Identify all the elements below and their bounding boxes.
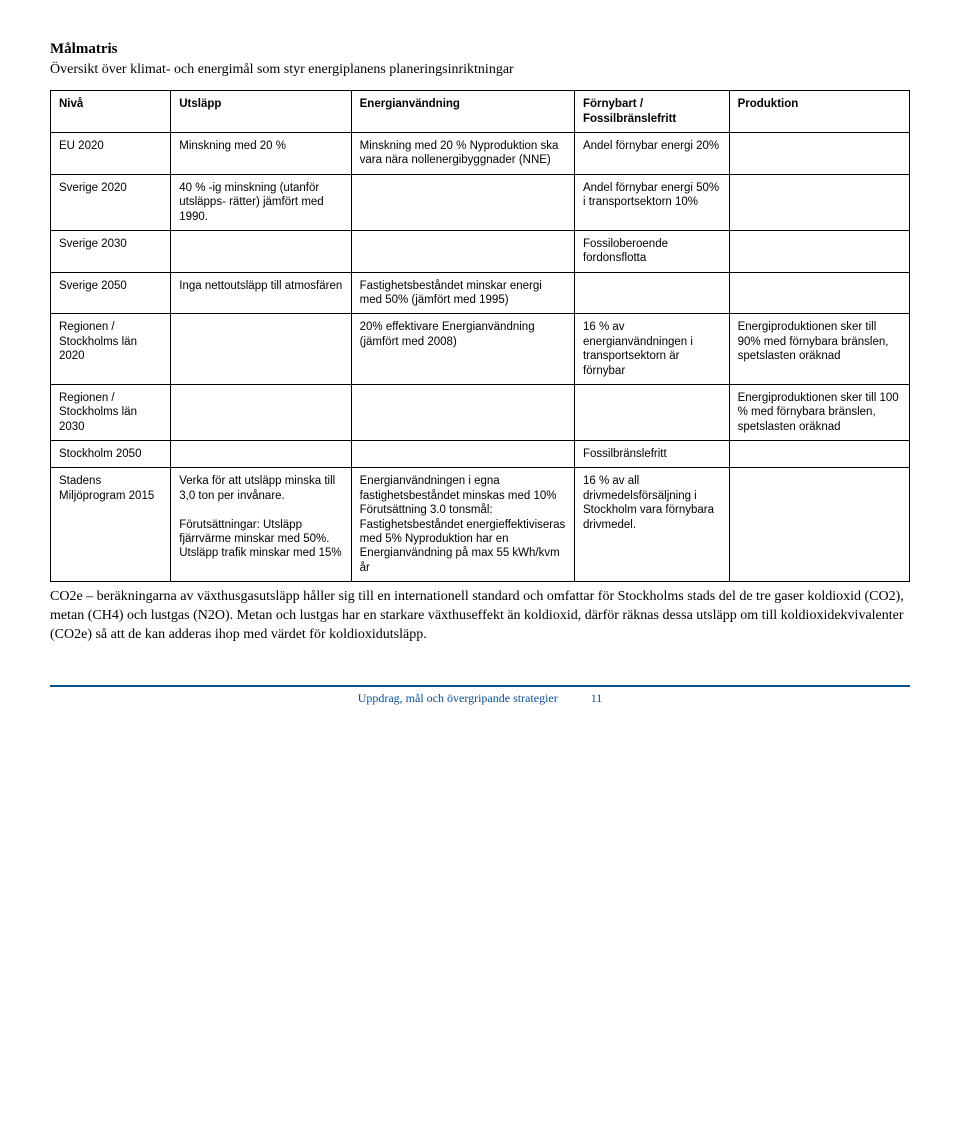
cell [574,384,729,440]
cell: Fastighetsbeståndet minskar energi med 5… [351,272,574,314]
cell [351,174,574,230]
table-row: Stockholm 2050 Fossilbränslefritt [51,441,910,468]
cell: Inga nettoutsläpp till atmosfären [171,272,351,314]
cell [729,174,909,230]
cell [574,272,729,314]
cell: Regionen / Stockholms län 2020 [51,314,171,385]
footer-section-label: Uppdrag, mål och övergripande strategier [358,691,558,705]
cell: 40 % -ig minskning (utanför utsläpps- rä… [171,174,351,230]
cell [351,384,574,440]
cell: Energiproduktionen sker till 100 % med f… [729,384,909,440]
footer-divider [50,685,910,687]
table-row: EU 2020 Minskning med 20 % Minskning med… [51,133,910,175]
cell [171,384,351,440]
cell: 20% effektivare Energianvändning (jämför… [351,314,574,385]
cell [729,272,909,314]
cell: Fossilbränslefritt [574,441,729,468]
table-row: Sverige 2020 40 % -ig minskning (utanför… [51,174,910,230]
cell [729,133,909,175]
cell: 16 % av energianvändningen i transportse… [574,314,729,385]
cell [171,230,351,272]
cell [351,230,574,272]
body-paragraph: CO2e – beräkningarna av växthusgasutsläp… [50,588,910,645]
cell: Energiproduktionen sker till 90% med för… [729,314,909,385]
cell: Sverige 2020 [51,174,171,230]
page-title: Målmatris [50,40,910,59]
cell: EU 2020 [51,133,171,175]
col-energianvandning: Energianvändning [351,91,574,133]
cell: 16 % av all drivmedelsförsäljning i Stoc… [574,468,729,582]
col-fornybart: Förnybart / Fossilbränslefritt [574,91,729,133]
cell [351,441,574,468]
cell: Stockholm 2050 [51,441,171,468]
cell: Minskning med 20 % [171,133,351,175]
cell: Verka för att utsläpp minska till 3,0 to… [171,468,351,582]
cell: Minskning med 20 % Nyproduktion ska vara… [351,133,574,175]
cell [171,441,351,468]
goal-matrix-table: Nivå Utsläpp Energianvändning Förnybart … [50,90,910,582]
table-header-row: Nivå Utsläpp Energianvändning Förnybart … [51,91,910,133]
cell: Energianvändningen i egna fastighetsbest… [351,468,574,582]
table-row: Regionen / Stockholms län 2020 20% effek… [51,314,910,385]
table-row: Sverige 2030 Fossiloberoende fordonsflot… [51,230,910,272]
col-produktion: Produktion [729,91,909,133]
cell: Regionen / Stockholms län 2030 [51,384,171,440]
cell [729,441,909,468]
table-row: Stadens Miljöprogram 2015 Verka för att … [51,468,910,582]
footer-page-number: 11 [591,691,603,705]
cell [171,314,351,385]
cell [729,468,909,582]
cell: Sverige 2050 [51,272,171,314]
cell: Andel förnybar energi 50% i transportsek… [574,174,729,230]
col-utslapp: Utsläpp [171,91,351,133]
cell: Sverige 2030 [51,230,171,272]
page-footer: Uppdrag, mål och övergripande strategier… [50,685,910,706]
table-row: Sverige 2050 Inga nettoutsläpp till atmo… [51,272,910,314]
cell: Stadens Miljöprogram 2015 [51,468,171,582]
page-subtitle: Översikt över klimat- och energimål som … [50,61,910,79]
cell: Andel förnybar energi 20% [574,133,729,175]
cell: Fossiloberoende fordonsflotta [574,230,729,272]
cell [729,230,909,272]
col-niva: Nivå [51,91,171,133]
table-row: Regionen / Stockholms län 2030 Energipro… [51,384,910,440]
